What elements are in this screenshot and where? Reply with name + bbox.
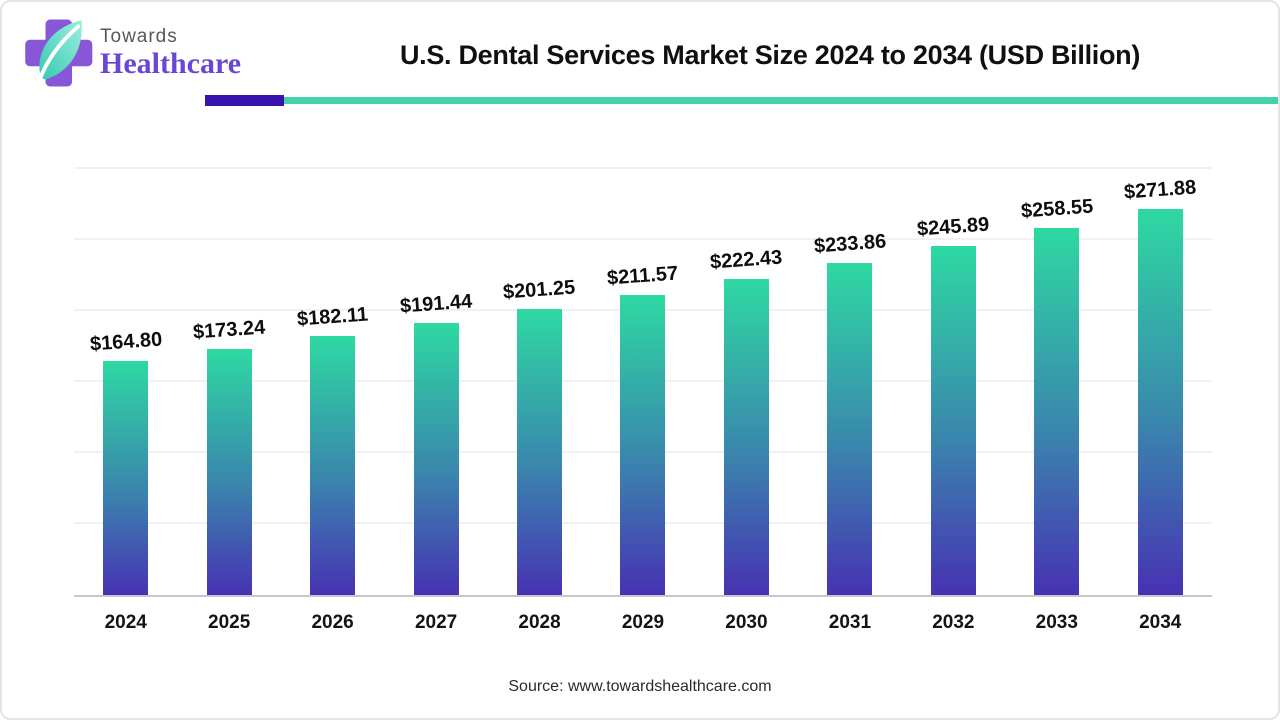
bar-2025 [206,349,252,595]
gridline-250 [74,238,1212,240]
bar-2033 [1034,227,1080,595]
bar-column-2030: $222.43 [695,140,798,595]
bar-2028 [517,309,563,595]
source-attribution: Source: www.towardshealthcare.com [508,678,772,695]
bar-column-2025: $173.24 [177,140,280,595]
bar-2029 [620,294,666,595]
bar-2026 [310,336,356,595]
logo-cross-leaf-icon [25,19,93,87]
x-axis-label-2034: 2034 [1139,612,1182,633]
bar-value-label-2028: $201.25 [502,276,577,304]
bar-value-label-2031: $233.86 [813,230,887,258]
x-axis-label-2027: 2027 [414,612,458,633]
x-axis-label-2031: 2031 [828,612,872,633]
accent-bar-teal [284,97,1278,104]
bar-column-2031: $233.86 [798,140,901,595]
towards-healthcare-logo: Towards Healthcare [18,14,241,92]
bar-2034 [1137,208,1183,595]
bar-chart: $164.80 $173.24 $182.11 $191.44 $201.25 $211.… [74,140,1212,634]
bar-2031 [827,262,873,595]
bar-column-2034: $271.88 [1109,140,1212,595]
bar-value-label-2032: $245.89 [916,213,991,241]
logo-word-healthcare: Healthcare [100,47,242,80]
x-axis-label-2025: 2025 [208,612,251,633]
bar-column-2029: $211.57 [591,140,694,595]
bar-2032 [930,245,976,595]
bar-column-2033: $258.55 [1005,140,1108,595]
gridline-300 [74,167,1212,169]
page-title: U.S. Dental Services Market Size 2024 to… [399,40,1141,70]
x-axis-label-2024: 2024 [104,612,147,633]
bar-2030 [723,279,769,595]
x-axis-labels: 2024 2025 2026 2027 2028 2029 2030 2031 2032 2033… [74,597,1212,634]
x-axis-label-2030: 2030 [725,612,768,633]
bar-column-2027: $191.44 [384,140,487,595]
x-axis-label-2028: 2028 [518,612,561,633]
bar-2024 [103,360,149,595]
bar-column-2028: $201.25 [488,140,591,595]
x-axis-label-2026: 2026 [311,612,354,633]
bar-value-label-2027: $191.44 [399,290,473,318]
logo-wordmark: Towards Healthcare [100,27,241,79]
bars-container: $164.80 $173.24 $182.11 $191.44 $201.25 $211.… [74,140,1212,595]
bar-value-label-2030: $222.43 [709,246,784,274]
bar-2027 [413,323,459,595]
bar-column-2026: $182.11 [281,140,384,595]
bar-value-label-2034: $271.88 [1123,176,1198,204]
accent-bar-purple [205,95,284,106]
bar-value-label-2024: $164.80 [88,328,163,356]
x-axis-label-2032: 2032 [932,612,975,633]
bar-value-label-2033: $258.55 [1019,195,1094,223]
x-axis-label-2033: 2033 [1035,612,1078,633]
bar-column-2032: $245.89 [902,140,1005,595]
bar-value-label-2025: $173.24 [192,316,266,344]
logo-word-towards: Towards [100,26,178,47]
x-axis-label-2029: 2029 [621,612,665,633]
bar-value-label-2026: $182.11 [296,303,369,331]
plot-area: $164.80 $173.24 $182.11 $191.44 $201.25 $211.… [74,140,1212,597]
bar-column-2024: $164.80 [74,140,177,595]
bar-value-label-2029: $211.57 [606,262,680,290]
